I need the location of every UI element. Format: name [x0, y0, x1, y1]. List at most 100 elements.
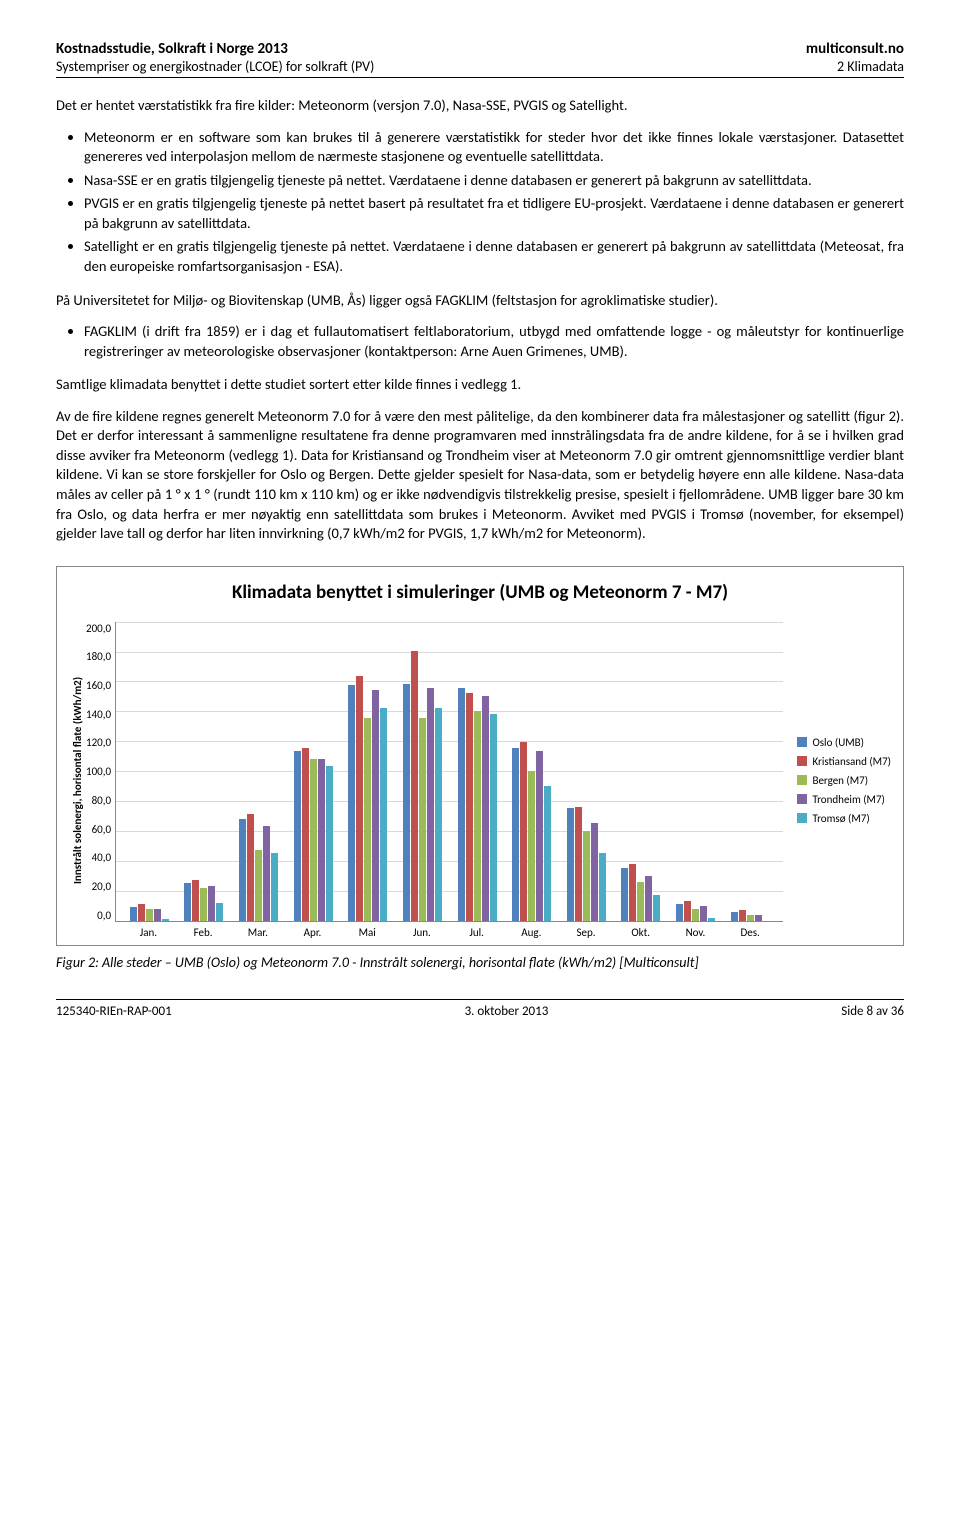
chart-bar: [146, 909, 153, 921]
xtick-label: Apr.: [285, 926, 340, 939]
chart-bar: [747, 915, 754, 921]
chart-bar: [520, 742, 527, 921]
ytick-label: 80,0: [92, 794, 111, 807]
chart-bar: [216, 903, 223, 921]
chart-bar: [739, 910, 746, 921]
chart-bar: [411, 651, 418, 921]
chart-bar: [200, 888, 207, 921]
chart-bar: [310, 759, 317, 921]
chart-ylabel: Innstrålt solenergi, horisontal flate (k…: [69, 622, 86, 939]
chart-bar: [676, 904, 683, 921]
ytick-label: 20,0: [92, 880, 111, 893]
ytick-label: 160,0: [86, 679, 111, 692]
chart-bar: [575, 807, 582, 921]
chart-bar: [138, 904, 145, 921]
xtick-label: Nov.: [668, 926, 723, 939]
legend-label: Tromsø (M7): [812, 812, 869, 825]
chart-bar: [692, 909, 699, 921]
month-group: [450, 688, 505, 921]
legend-label: Trondheim (M7): [812, 793, 884, 806]
chart-bar: [536, 751, 543, 921]
chart-bar: [239, 819, 246, 921]
month-group: [723, 910, 778, 921]
chart-bar: [154, 909, 161, 921]
chart-bar: [255, 850, 262, 921]
legend-label: Kristiansand (M7): [812, 755, 891, 768]
month-group: [286, 748, 341, 921]
month-group: [559, 807, 614, 921]
chart-bar: [162, 919, 169, 921]
chart-bar: [419, 718, 426, 921]
legend-swatch: [797, 737, 807, 747]
climate-chart: Klimadata benyttet i simuleringer (UMB o…: [56, 566, 904, 946]
month-group: [614, 864, 669, 921]
legend-swatch: [797, 794, 807, 804]
chart-bar: [544, 786, 551, 921]
xtick-label: Mai: [340, 926, 395, 939]
month-group: [122, 904, 177, 921]
ytick-label: 200,0: [86, 622, 111, 635]
xtick-label: Okt.: [613, 926, 668, 939]
chart-bar: [482, 696, 489, 921]
chart-bar: [567, 808, 574, 921]
chart-bar: [466, 693, 473, 921]
chart-bar: [528, 771, 535, 921]
chart-bar: [318, 759, 325, 921]
chart-bar: [629, 864, 636, 921]
ytick-label: 40,0: [92, 851, 111, 864]
chart-bar: [458, 688, 465, 921]
legend-swatch: [797, 813, 807, 823]
chart-bar: [599, 853, 606, 921]
chart-bar: [435, 708, 442, 921]
footer-center: 3. oktober 2013: [465, 1004, 549, 1019]
ytick-label: 60,0: [92, 823, 111, 836]
legend-item: Tromsø (M7): [797, 812, 891, 825]
legend-item: Bergen (M7): [797, 774, 891, 787]
legend-label: Oslo (UMB): [812, 736, 864, 749]
list-item: Nasa-SSE er en gratis tilgjengelig tjene…: [84, 171, 904, 191]
chart-yticks: 200,0180,0160,0140,0120,0100,080,060,040…: [86, 622, 115, 922]
intro-paragraph: Det er hentet værstatistikk fra fire kil…: [56, 96, 904, 116]
header-sub-right: 2 Klimadata: [837, 58, 904, 75]
chart-bar: [637, 882, 644, 921]
month-group: [341, 676, 396, 921]
chart-legend: Oslo (UMB) Kristiansand (M7) Bergen (M7) Tr…: [783, 622, 891, 939]
chart-bar: [208, 886, 215, 921]
ytick-label: 180,0: [86, 650, 111, 663]
list-item: Meteonorm er en software som kan brukes …: [84, 128, 904, 167]
chart-bar: [591, 823, 598, 921]
chart-bar: [621, 868, 628, 921]
chart-bar: [271, 853, 278, 921]
month-group: [231, 814, 286, 921]
month-group: [395, 651, 450, 921]
ytick-label: 0,0: [97, 909, 111, 922]
umb-paragraph: På Universitetet for Miljø- og Biovitens…: [56, 291, 904, 311]
footer-right: Side 8 av 36: [841, 1004, 904, 1019]
samtlige-paragraph: Samtlige klimadata benyttet i dette stud…: [56, 375, 904, 395]
chart-bar: [263, 826, 270, 921]
xtick-label: Des.: [723, 926, 778, 939]
chart-bar: [326, 766, 333, 921]
chart-bar: [645, 876, 652, 921]
header-title-right: multiconsult.no: [806, 40, 904, 58]
ytick-label: 120,0: [86, 736, 111, 749]
chart-title: Klimadata benyttet i simuleringer (UMB o…: [69, 581, 891, 604]
footer-left: 125340-RIEn-RAP-001: [56, 1004, 172, 1019]
chart-bar: [755, 915, 762, 921]
xtick-label: Jun.: [395, 926, 450, 939]
chart-bar: [427, 688, 434, 921]
legend-label: Bergen (M7): [812, 774, 868, 787]
chart-bar: [583, 831, 590, 921]
month-group: [504, 742, 559, 921]
xtick-label: Feb.: [176, 926, 231, 939]
chart-bar: [184, 883, 191, 921]
avfire-paragraph: Av de fire kildene regnes generelt Meteo…: [56, 407, 904, 544]
chart-bar: [192, 880, 199, 921]
figure-caption: Figur 2: Alle steder – UMB (Oslo) og Met…: [56, 954, 904, 971]
chart-bar: [372, 690, 379, 921]
chart-bar: [684, 901, 691, 921]
list-item: PVGIS er en gratis tilgjengelig tjeneste…: [84, 194, 904, 233]
legend-swatch: [797, 775, 807, 785]
chart-xaxis: Jan.Feb.Mar.Apr.MaiJun.Jul.Aug.Sep.Okt.N…: [115, 922, 783, 939]
legend-item: Kristiansand (M7): [797, 755, 891, 768]
